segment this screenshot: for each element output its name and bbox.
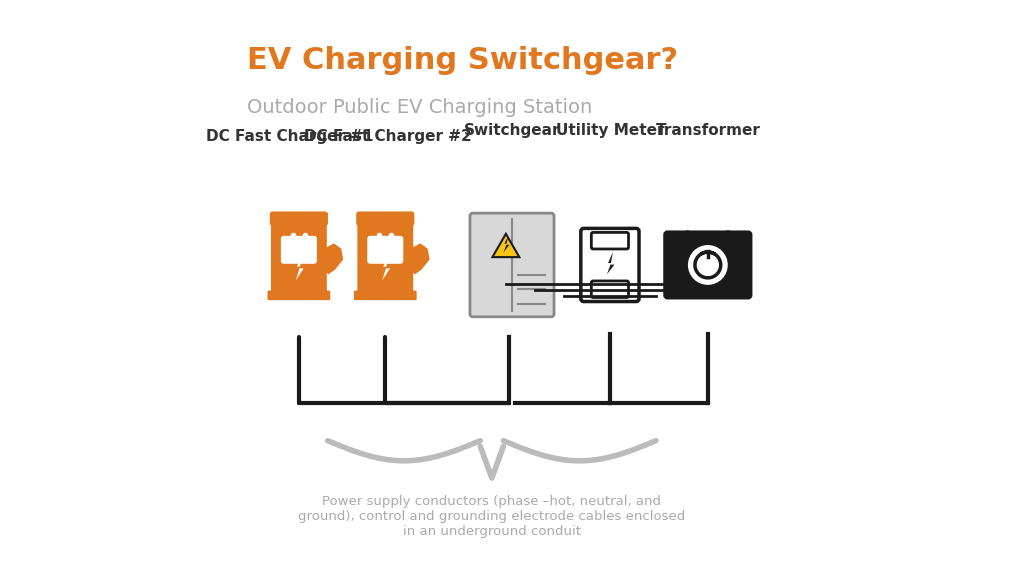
Text: DC Fast Charger #2: DC Fast Charger #2	[304, 129, 472, 144]
Polygon shape	[408, 244, 430, 274]
Polygon shape	[322, 244, 343, 274]
Text: Switchgear: Switchgear	[464, 123, 560, 138]
FancyBboxPatch shape	[368, 236, 403, 264]
FancyBboxPatch shape	[357, 217, 414, 297]
Polygon shape	[382, 253, 390, 281]
FancyBboxPatch shape	[665, 232, 751, 298]
FancyBboxPatch shape	[271, 217, 327, 297]
Circle shape	[684, 231, 691, 238]
Circle shape	[687, 244, 729, 286]
FancyBboxPatch shape	[591, 233, 629, 249]
Text: Power supply conductors (phase –hot, neutral, and
ground), control and grounding: Power supply conductors (phase –hot, neu…	[298, 495, 685, 539]
FancyBboxPatch shape	[354, 290, 417, 300]
Text: Utility Meter: Utility Meter	[556, 123, 665, 138]
FancyBboxPatch shape	[356, 211, 415, 226]
Polygon shape	[504, 236, 509, 252]
FancyBboxPatch shape	[269, 211, 328, 226]
FancyBboxPatch shape	[581, 228, 639, 302]
Polygon shape	[296, 253, 304, 281]
Text: EV Charging Switchgear?: EV Charging Switchgear?	[247, 46, 678, 75]
Circle shape	[724, 231, 731, 238]
FancyBboxPatch shape	[281, 236, 316, 264]
Polygon shape	[493, 234, 519, 257]
FancyBboxPatch shape	[267, 290, 331, 300]
Text: Outdoor Public EV Charging Station: Outdoor Public EV Charging Station	[247, 98, 592, 117]
FancyBboxPatch shape	[591, 281, 629, 297]
Text: DC Fast Charger #1: DC Fast Charger #1	[207, 129, 374, 144]
Text: Transformer: Transformer	[655, 123, 760, 138]
FancyBboxPatch shape	[470, 213, 554, 317]
Polygon shape	[607, 252, 614, 274]
